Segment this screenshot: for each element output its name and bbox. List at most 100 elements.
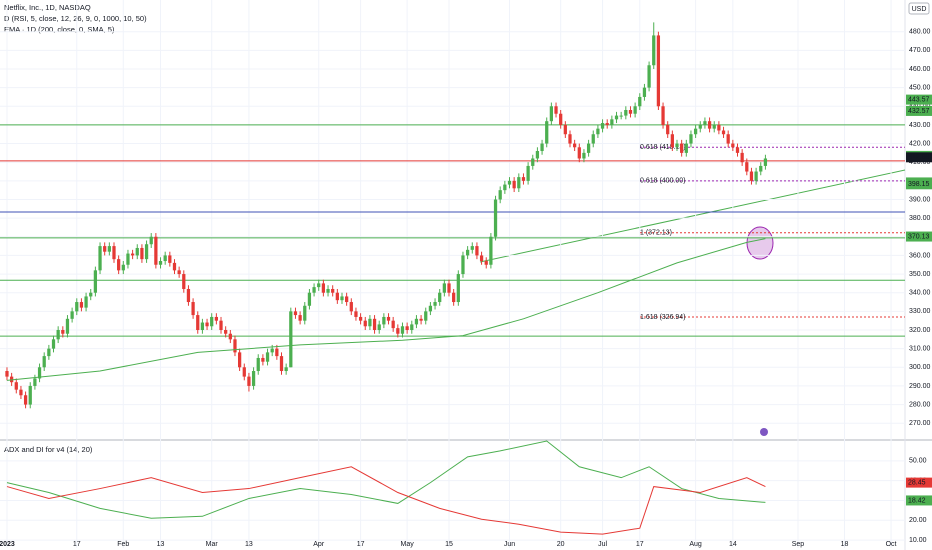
x-tick-label: 17 [636, 541, 644, 548]
candle-body [205, 322, 209, 327]
x-tick-label: Sep [792, 541, 805, 548]
candle-body [633, 106, 637, 114]
candle-body [396, 328, 400, 334]
candle-body [284, 367, 288, 372]
symbol-title: Netflix, Inc., 1D, NASDAQ [4, 3, 91, 12]
y-tick-label: 480.00 [909, 29, 931, 36]
candle-body [749, 171, 754, 181]
candle-body [419, 318, 423, 321]
candle-body [568, 134, 572, 144]
currency-box[interactable] [908, 2, 930, 15]
candle-body [130, 253, 135, 256]
candle-body [554, 106, 558, 114]
candle-body [75, 302, 79, 312]
candle-body [400, 326, 405, 334]
y-tick-label: 320.00 [909, 327, 931, 334]
candle-body [298, 315, 302, 321]
x-tick-label: 13 [157, 541, 165, 548]
candle-body [51, 339, 56, 349]
candle-body [340, 296, 344, 301]
candle-body [317, 283, 321, 288]
y-tick-label: 430.00 [909, 122, 931, 129]
candle-body [698, 124, 702, 129]
candle-body [438, 292, 442, 303]
candle-body [219, 320, 223, 330]
price-tag [906, 94, 932, 105]
y-tick-label: 10.00 [909, 537, 927, 544]
candle-body [312, 287, 316, 293]
event-icon[interactable] [760, 428, 768, 436]
candle-body [545, 121, 549, 144]
candle-body [577, 147, 581, 159]
candle-body [372, 318, 377, 330]
candle-body [289, 311, 293, 368]
candle-body [745, 162, 749, 172]
candle-body [605, 123, 609, 125]
candle-body [237, 352, 242, 368]
ema-line [6, 238, 766, 381]
candle-body [363, 320, 367, 327]
candle-body [191, 302, 195, 316]
price-tag [906, 231, 932, 242]
candle-body [186, 288, 191, 303]
candle-body [386, 316, 391, 321]
candle-body [573, 143, 577, 148]
candle-body [754, 171, 758, 181]
candle-body [65, 318, 70, 334]
currency[interactable]: USD [912, 6, 927, 13]
candle-body [126, 253, 130, 265]
candle-body [335, 292, 339, 301]
price-tag [906, 477, 932, 488]
candle-body [279, 356, 284, 372]
y-tick-label: 50.00 [909, 458, 927, 465]
candle-body [512, 180, 516, 189]
price-tag-label: 398.15 [908, 181, 930, 188]
x-tick-label: Feb [117, 541, 129, 548]
candle-body [377, 324, 381, 330]
x-tick-label: Apr [313, 541, 325, 548]
candle-body [200, 322, 205, 330]
candle-body [33, 378, 37, 386]
candle-body [675, 143, 679, 148]
candle-body [331, 288, 335, 293]
candle-body [475, 246, 479, 256]
candle-body [107, 246, 111, 252]
candle-body [140, 247, 144, 260]
fib-label: 0.618 (400.00) [640, 178, 686, 185]
y-tick-label: 290.00 [909, 383, 931, 390]
candle-body [19, 389, 23, 396]
candle-body [428, 305, 433, 312]
fib-label: 1.618 (326.94) [640, 314, 686, 321]
candle-body [442, 283, 446, 293]
price-tag-label: 412.63 [908, 154, 930, 161]
fib-label: 0.618 (418.13) [640, 144, 686, 151]
x-tick-label: 17 [357, 541, 365, 548]
candle-body [84, 296, 88, 308]
candle-body [326, 288, 330, 293]
candle-body [233, 339, 237, 353]
price-tag-label: 28.45 [908, 479, 926, 486]
candle-body [163, 255, 167, 262]
price-tag [906, 495, 932, 506]
candle-body [103, 246, 107, 252]
y-tick-label: 20.00 [909, 517, 927, 524]
candle-body [452, 292, 456, 303]
adx-title: ADX and DI for v4 (14, 20) [4, 445, 93, 454]
candle-body [61, 330, 65, 334]
candle-body [158, 261, 163, 265]
candle-body [56, 330, 60, 340]
x-tick-label: Aug [689, 541, 702, 548]
x-tick-label: 17 [73, 541, 81, 548]
candle-body [470, 246, 474, 250]
candle-body [759, 165, 763, 172]
candle-body [610, 119, 614, 125]
candle-body [763, 158, 768, 166]
candle-body [98, 246, 102, 271]
candle-body [456, 274, 460, 303]
candle-body [5, 371, 9, 377]
candle-body [149, 236, 153, 245]
x-tick-label: 20 [557, 541, 565, 548]
candle-body [391, 320, 395, 329]
candle-body [112, 246, 116, 260]
